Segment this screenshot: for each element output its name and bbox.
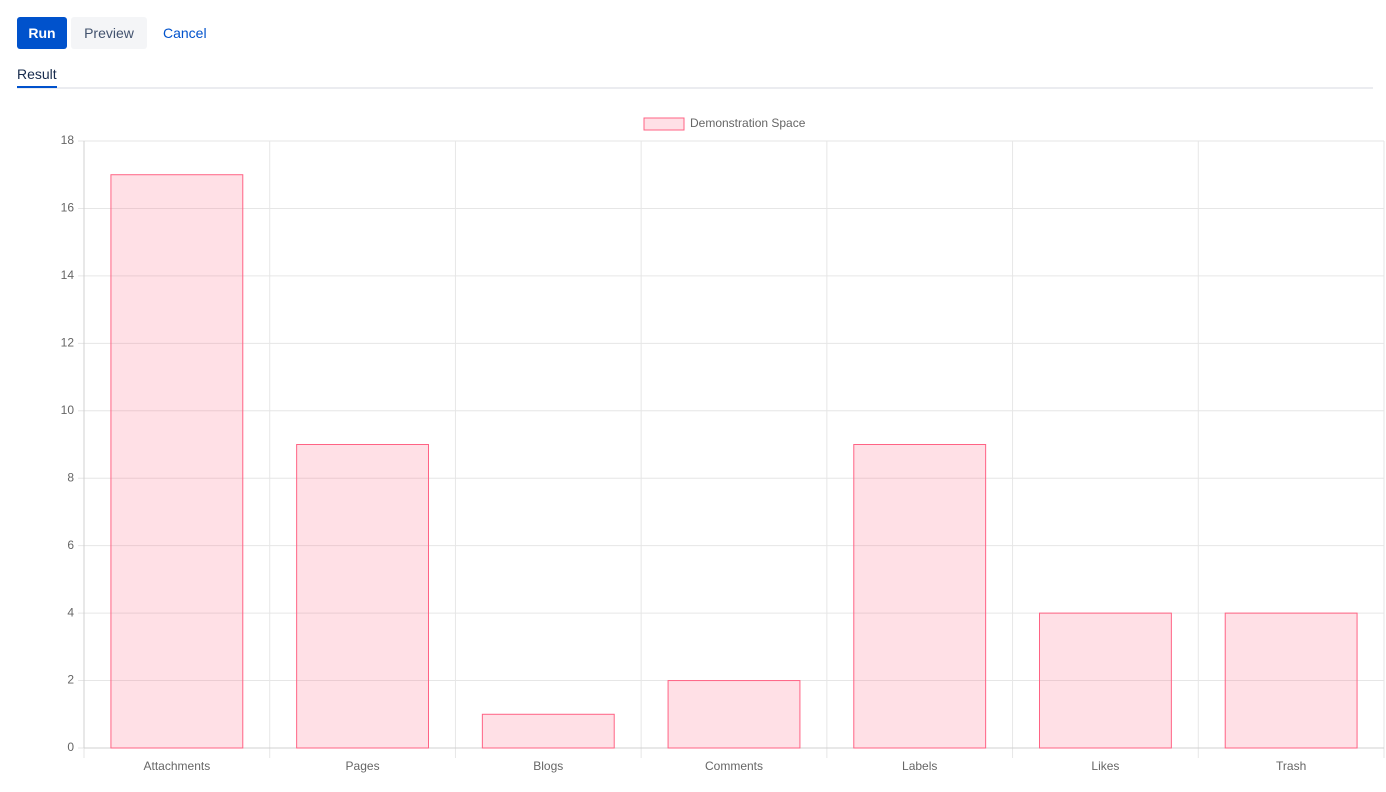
bar: [853, 444, 987, 749]
y-tick-label: 4: [67, 605, 74, 619]
y-tick-label: 0: [67, 740, 74, 754]
y-tick-label: 6: [67, 538, 74, 552]
y-tick-label: 2: [67, 673, 74, 687]
x-tick-label: Attachments: [144, 759, 211, 773]
x-tick-label: Labels: [902, 759, 937, 773]
bar: [1039, 612, 1172, 749]
x-tick-label: Trash: [1276, 759, 1306, 773]
chart: 0 2 4 6 8 10 12 14 16 18 Demonstration Space Attach…: [61, 116, 1385, 773]
y-tick-label: 8: [67, 470, 74, 484]
x-tick-label: Blogs: [533, 759, 563, 773]
run-button[interactable]: Run: [17, 17, 67, 49]
bar: [110, 174, 244, 749]
y-tick-label: 10: [61, 403, 75, 417]
x-tick-label: Pages: [346, 759, 380, 773]
legend-label: Demonstration Space: [690, 116, 806, 130]
bar: [667, 680, 801, 749]
legend-swatch: [643, 117, 685, 131]
y-tick-label: 16: [61, 201, 75, 215]
y-tick-label: 18: [61, 133, 75, 147]
bar: [296, 444, 429, 749]
x-tick-label: Comments: [705, 759, 763, 773]
preview-button[interactable]: Preview: [71, 17, 147, 49]
x-tick-label: Likes: [1091, 759, 1119, 773]
cancel-button[interactable]: Cancel: [163, 25, 207, 41]
bar: [1224, 612, 1358, 749]
tab-divider: [17, 87, 1373, 89]
bar: [481, 713, 615, 749]
result-tab[interactable]: Result: [17, 64, 57, 88]
y-tick-label: 14: [61, 268, 75, 282]
y-tick-label: 12: [61, 336, 75, 350]
